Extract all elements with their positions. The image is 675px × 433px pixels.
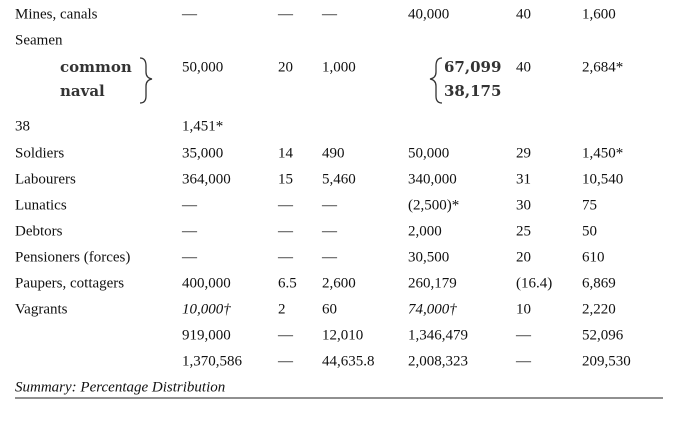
cell: 1,000	[322, 59, 356, 75]
cell: 75	[582, 197, 597, 213]
cell: 10,540	[582, 171, 623, 187]
cell: —	[321, 223, 338, 239]
row-label: Debtors	[15, 223, 63, 239]
cell: 1,450*	[582, 145, 623, 161]
cell: 67,099	[444, 58, 501, 76]
cell: 50	[582, 223, 597, 239]
row-label: Mines, canals	[15, 6, 98, 22]
cell: 10,000†	[182, 301, 231, 317]
cell: —	[277, 353, 294, 369]
cell: 1,451*	[182, 118, 223, 134]
row-label: Soldiers	[15, 145, 64, 161]
cell: 60	[322, 301, 337, 317]
cell: —	[515, 327, 532, 343]
cell: —	[277, 223, 294, 239]
cell: 15	[278, 171, 293, 187]
cell: —	[277, 197, 294, 213]
cell: 50,000	[182, 59, 223, 75]
cell: 40	[516, 6, 531, 22]
cell: 12,010	[322, 327, 363, 343]
cell: 1,346,479	[408, 327, 468, 343]
cell: —	[277, 327, 294, 343]
cell: 260,179	[408, 275, 457, 291]
cell: —	[321, 249, 338, 265]
cell: 31	[516, 171, 531, 187]
row-label: Vagrants	[15, 301, 68, 317]
cell: 400,000	[182, 275, 231, 291]
cell: 74,000†	[408, 301, 457, 317]
row-label: Lunatics	[15, 197, 67, 213]
cell: —	[515, 353, 532, 369]
cell: 52,096	[582, 327, 624, 343]
row-label: Seamen	[15, 32, 63, 48]
cell: 50,000	[408, 145, 449, 161]
brace	[429, 57, 443, 104]
cell: —	[277, 249, 294, 265]
cell: 2	[278, 301, 286, 317]
seamen-label: naval	[60, 82, 105, 100]
cell: 5,460	[322, 171, 356, 187]
cell: 209,530	[582, 353, 631, 369]
cell: 6,869	[582, 275, 616, 291]
cell: —	[321, 6, 338, 22]
cell: —	[181, 6, 198, 22]
cell: 919,000	[182, 327, 231, 343]
cell: 35,000	[182, 145, 223, 161]
cell: 2,220	[582, 301, 616, 317]
cell: 40	[516, 59, 531, 75]
cell: 25	[516, 223, 531, 239]
cell: 6.5	[278, 275, 297, 291]
cell: 610	[582, 249, 605, 265]
cell: —	[321, 197, 338, 213]
cell: 44,635.8	[322, 353, 375, 369]
cell: 1,600	[582, 6, 616, 22]
cell: 2,600	[322, 275, 356, 291]
cell: 340,000	[408, 171, 457, 187]
brace	[139, 57, 153, 104]
summary: Summary: Percentage Distribution	[15, 379, 225, 395]
cell: 364,000	[182, 171, 231, 187]
cell: 38,175	[444, 82, 501, 100]
cell: 30	[516, 197, 531, 213]
cell: (2,500)*	[408, 197, 459, 213]
cell: —	[181, 223, 198, 239]
cell: —	[181, 249, 198, 265]
cell: 2,684*	[582, 59, 623, 75]
cell: 10	[516, 301, 531, 317]
cell: 30,500	[408, 249, 449, 265]
cell: 29	[516, 145, 531, 161]
cell: —	[181, 197, 198, 213]
cell: 1,370,586	[182, 353, 243, 369]
row-label: Pensioners (forces)	[15, 249, 130, 265]
cell: 40,000	[408, 6, 449, 22]
cell: 14	[278, 145, 294, 161]
cell: —	[277, 6, 294, 22]
seamen-label: common	[60, 58, 132, 76]
row-label: Labourers	[15, 171, 76, 187]
cell: 2,008,323	[408, 353, 468, 369]
row-label: Paupers, cottagers	[15, 275, 124, 291]
cell: 2,000	[408, 223, 442, 239]
cell: 20	[516, 249, 531, 265]
cell: 20	[278, 59, 293, 75]
cell: 490	[322, 145, 345, 161]
row-label: 38	[15, 118, 30, 134]
cell: (16.4)	[516, 275, 552, 291]
